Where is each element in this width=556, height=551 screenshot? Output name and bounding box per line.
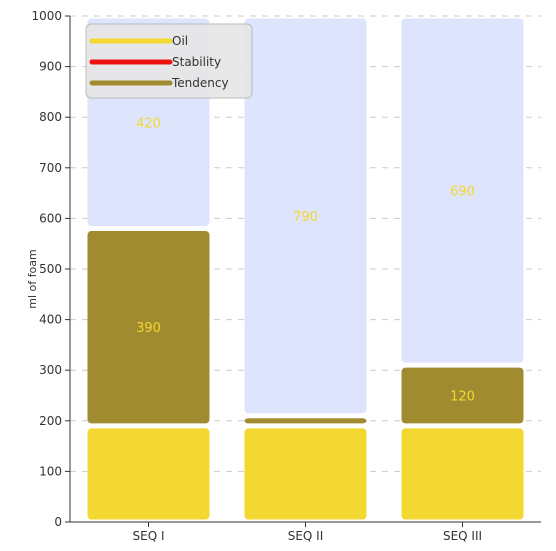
y-tick-label: 500 <box>39 262 62 276</box>
y-tick-label: 300 <box>39 363 62 377</box>
y-axis-title: ml of foam <box>26 249 39 308</box>
bar-oil-1 <box>87 428 210 520</box>
bar-stability-2 <box>244 18 367 414</box>
x-tick-label: SEQ III <box>443 529 482 543</box>
bar-oil-3 <box>401 428 524 520</box>
y-tick-label: 200 <box>39 414 62 428</box>
legend: Oil Stability Tendency <box>85 23 253 99</box>
y-tick-label: 600 <box>39 211 62 225</box>
y-tick-label: 400 <box>39 313 62 327</box>
bar-tendency-1 <box>87 231 210 424</box>
data-label: 420 <box>136 116 161 131</box>
x-tick-label: SEQ II <box>288 529 324 543</box>
y-tick-label: 1000 <box>31 9 62 23</box>
bar-tendency-3 <box>401 367 524 424</box>
legend-label: Oil <box>172 34 188 48</box>
bar-stability-3 <box>401 18 524 363</box>
y-tick-label: 100 <box>39 464 62 478</box>
legend-label: Stability <box>172 55 221 69</box>
data-label: 690 <box>450 185 475 200</box>
legend-label: Tendency <box>171 76 229 90</box>
bar-tendency-2 <box>244 418 367 424</box>
y-tick-label: 700 <box>39 161 62 175</box>
bar-oil-2 <box>244 428 367 520</box>
y-tick-label: 800 <box>39 110 62 124</box>
bars <box>87 18 524 520</box>
data-label: 120 <box>450 390 475 405</box>
y-tick-label: 900 <box>39 60 62 74</box>
data-labels: 390 420 790 120 690 <box>136 116 475 404</box>
data-label: 390 <box>136 321 161 336</box>
x-tick-label: SEQ I <box>133 529 165 543</box>
data-label: 790 <box>293 210 318 225</box>
y-tick-label: 0 <box>54 515 62 529</box>
axes: SEQ I SEQ II SEQ III 0 100 200 300 400 500 600 700… <box>31 9 541 543</box>
